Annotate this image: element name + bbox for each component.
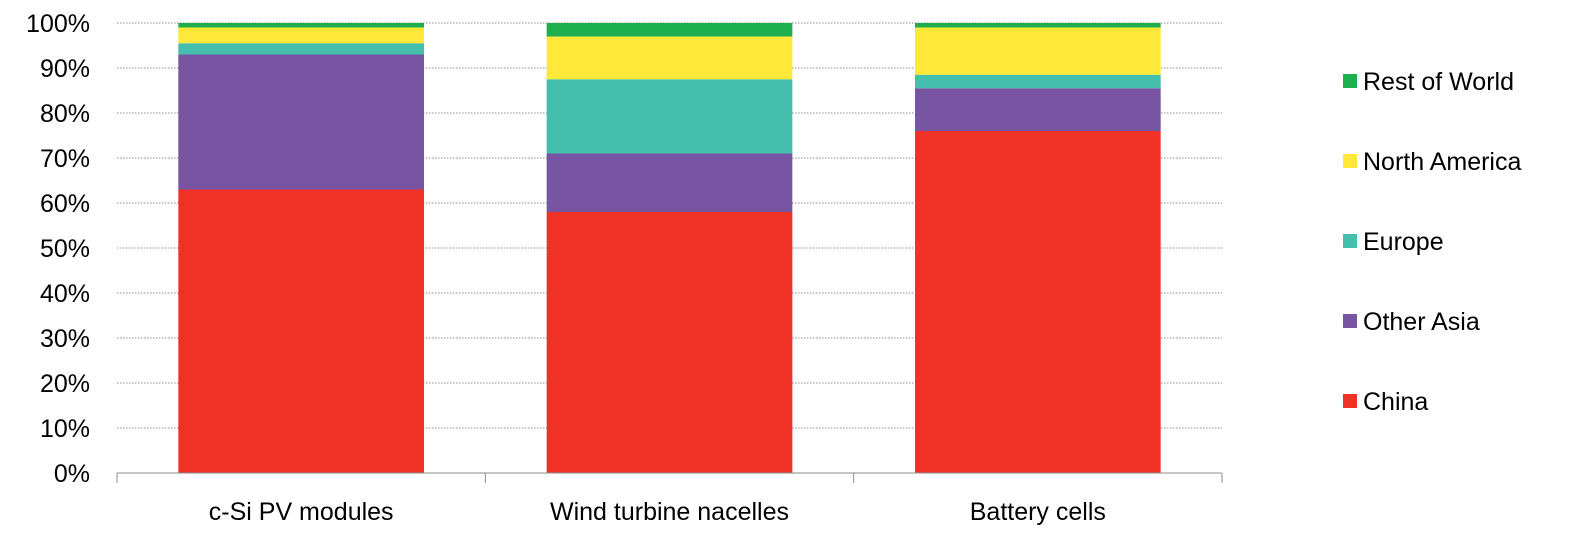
legend-swatch — [1343, 234, 1357, 248]
bar-segment-china — [546, 212, 793, 473]
bar-segment-europe — [914, 74, 1161, 89]
y-tick-label: 90% — [40, 55, 90, 83]
legend-item-rest-of-world: Rest of World — [1343, 68, 1514, 96]
legend-label: North America — [1363, 148, 1521, 176]
y-tick-label: 0% — [54, 460, 90, 488]
y-tick-label: 40% — [40, 280, 90, 308]
bar-segment-rest-of-world — [178, 23, 425, 28]
legend-swatch — [1343, 74, 1357, 88]
bar-segment-rest-of-world — [546, 23, 793, 37]
legend-swatch — [1343, 394, 1357, 408]
bar-segment-other-asia — [546, 153, 793, 212]
y-tick-label: 50% — [40, 235, 90, 263]
bar-segment-other-asia — [178, 54, 425, 190]
legend-item-europe: Europe — [1343, 228, 1444, 256]
y-tick-label: 100% — [26, 10, 90, 38]
legend-item-north-america: North America — [1343, 148, 1521, 176]
legend-item-china: China — [1343, 388, 1428, 416]
bar-segment-rest-of-world — [914, 23, 1161, 28]
bar-segment-north-america — [914, 27, 1161, 75]
legend-swatch — [1343, 314, 1357, 328]
legend-swatch — [1343, 154, 1357, 168]
bar-segment-europe — [546, 79, 793, 154]
y-axis: 0% 10% 20% 30% 40% 50% 60% 70% 80% 90% 100% — [26, 10, 90, 488]
y-tick-label: 30% — [40, 325, 90, 353]
bar-segment-china — [178, 189, 425, 473]
legend-label: Other Asia — [1363, 308, 1480, 336]
bar-segment-china — [914, 131, 1161, 473]
y-tick-label: 80% — [40, 100, 90, 128]
x-axis: c-Si PV modules Wind turbine nacelles Batt… — [116, 472, 1223, 526]
legend-label: Rest of World — [1363, 68, 1514, 96]
bar-segment-north-america — [178, 27, 425, 44]
legend: Rest of World North America Europe Other As… — [1343, 68, 1521, 416]
legend-item-other-asia: Other Asia — [1343, 308, 1480, 336]
bar-segment-europe — [178, 43, 425, 55]
y-tick-label: 70% — [40, 145, 90, 173]
legend-label: Europe — [1363, 228, 1444, 256]
bars — [178, 23, 1161, 473]
x-tick-label: c-Si PV modules — [209, 498, 394, 526]
x-tick-label: Battery cells — [970, 498, 1106, 526]
x-tick-label: Wind turbine nacelles — [550, 498, 789, 526]
bar-segment-north-america — [546, 36, 793, 80]
y-tick-label: 60% — [40, 190, 90, 218]
y-tick-label: 10% — [40, 415, 90, 443]
y-tick-label: 20% — [40, 370, 90, 398]
bar-segment-other-asia — [914, 88, 1161, 131]
legend-label: China — [1363, 388, 1428, 416]
